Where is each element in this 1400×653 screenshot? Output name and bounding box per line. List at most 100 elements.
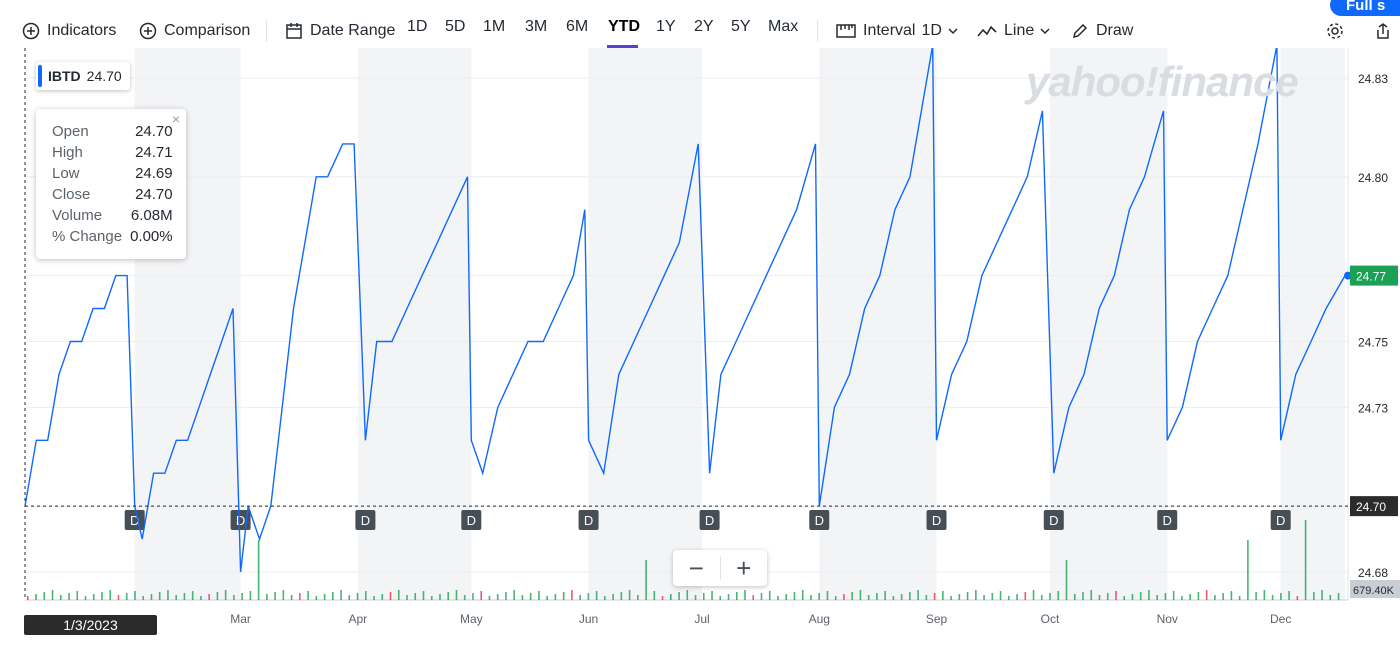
dividend-marker-label: D (361, 513, 370, 528)
fullscreen-button[interactable]: Full s (1330, 0, 1400, 16)
month-band (1049, 48, 1168, 600)
draw-button[interactable]: Draw (1071, 18, 1133, 44)
volume-bar (637, 595, 639, 600)
volume-bar (975, 590, 977, 600)
volume-bar (373, 596, 375, 600)
volume-bar (134, 591, 136, 600)
volume-bar (315, 596, 318, 600)
volume-bar (661, 596, 664, 600)
volume-bar (1230, 591, 1233, 600)
settings-button[interactable] (1326, 18, 1351, 44)
chevron-down-icon (1040, 28, 1050, 35)
volume-bar (628, 590, 631, 600)
volume-bar (1090, 590, 1093, 600)
volume-bar (216, 592, 219, 600)
volume-bar (645, 560, 647, 600)
volume-bar (1205, 590, 1208, 600)
volume-bar (224, 590, 227, 600)
range-5y[interactable]: 5Y (731, 18, 751, 35)
volume-bar (241, 593, 243, 600)
volume-bar (1073, 594, 1076, 600)
crosshair-price-label: 24.70 (1356, 500, 1386, 514)
zoom-in-button[interactable]: + (736, 552, 752, 583)
calendar-icon (286, 23, 302, 39)
volume-bar (59, 595, 62, 600)
volume-badge (1350, 580, 1400, 598)
volume-bar (834, 596, 837, 600)
volume-bar (1271, 595, 1274, 600)
x-tick-label: May (460, 612, 483, 626)
volume-bar (719, 596, 722, 600)
zoom-controls: − + (673, 550, 767, 586)
volume-bar (1263, 590, 1266, 600)
gear-icon (1327, 23, 1343, 39)
volume-bar (480, 591, 483, 600)
volume-bar (348, 595, 351, 600)
range-ytd[interactable]: YTD (608, 18, 640, 35)
volume-bar (546, 596, 548, 600)
interval-label: Interval (863, 22, 916, 39)
date-range-button[interactable]: Date Range (285, 18, 395, 44)
ticker-legend[interactable]: IBTD 24.70 (36, 62, 130, 90)
volume-bar (620, 592, 623, 600)
volume-bar (1222, 593, 1224, 600)
zoom-out-button[interactable]: − (688, 552, 704, 583)
range-6m[interactable]: 6M (566, 18, 589, 35)
volume-bar (414, 593, 417, 600)
volume-bar (191, 591, 194, 600)
range-1y[interactable]: 1Y (656, 18, 676, 35)
range-1m[interactable]: 1M (483, 18, 506, 35)
pencil-icon (1072, 23, 1088, 39)
volume-bar (744, 590, 746, 600)
indicators-label: Indicators (47, 22, 117, 39)
close-icon[interactable]: × (171, 111, 180, 127)
range-max[interactable]: Max (768, 18, 799, 35)
comparison-button[interactable]: Comparison (139, 18, 250, 44)
dividend-marker (461, 510, 482, 530)
chevron-down-icon (948, 28, 958, 35)
dividend-marker-label: D (1163, 513, 1172, 528)
crosshair-price-badge (1350, 496, 1398, 517)
ticker-symbol: IBTD (48, 68, 81, 84)
volume-bar (777, 596, 779, 600)
ohlc-table: Open 24.70 High 24.71 Low 24.69 Close 24.70 … (52, 121, 173, 247)
interval-dropdown[interactable]: Interval 1D (836, 18, 966, 44)
dividend-marker-label: D (584, 513, 593, 528)
volume-bar (1288, 591, 1290, 600)
volume-bar (208, 594, 210, 600)
price-chart[interactable]: 24.83 24.80 24.77 24.75 24.73 24.70 24.68 Mar Ap… (0, 48, 1400, 653)
interval-value: 1D (921, 22, 942, 39)
volume-bar (1304, 520, 1307, 600)
ohlc-row-low: Low 24.69 (52, 163, 173, 184)
volume-bar (43, 592, 46, 600)
volume-bar (439, 594, 441, 600)
dividend-marker (699, 510, 720, 530)
volume-bar (257, 540, 260, 600)
ohlc-label: Volume (52, 207, 103, 224)
volume-bar (612, 594, 614, 600)
range-5d[interactable]: 5D (445, 18, 466, 35)
volume-bar (859, 590, 862, 600)
volume-bar (1238, 596, 1241, 600)
volume-bar (826, 591, 829, 600)
range-2y[interactable]: 2Y (694, 18, 714, 35)
share-button[interactable] (1374, 18, 1399, 44)
volume-bar (101, 592, 103, 600)
volume-bar (884, 591, 886, 600)
comparison-label: Comparison (164, 22, 251, 39)
y-tick-label: 24.83 (1358, 72, 1388, 86)
volume-bar (430, 596, 433, 600)
x-tick-label: Dec (1270, 612, 1291, 626)
x-tick-label: Jun (579, 612, 598, 626)
ruler-icon (836, 24, 856, 38)
indicators-button[interactable]: Indicators (22, 18, 116, 44)
volume-bar (340, 590, 342, 600)
chart-type-dropdown[interactable]: Line (977, 18, 1058, 44)
volume-bar (867, 595, 870, 600)
volume-bar (92, 594, 95, 600)
volume-bar (1139, 592, 1142, 600)
range-1d[interactable]: 1D (407, 18, 428, 35)
volume-bar (183, 593, 186, 600)
range-3m[interactable]: 3M (525, 18, 548, 35)
volume-label: 679.40K (1353, 585, 1395, 597)
